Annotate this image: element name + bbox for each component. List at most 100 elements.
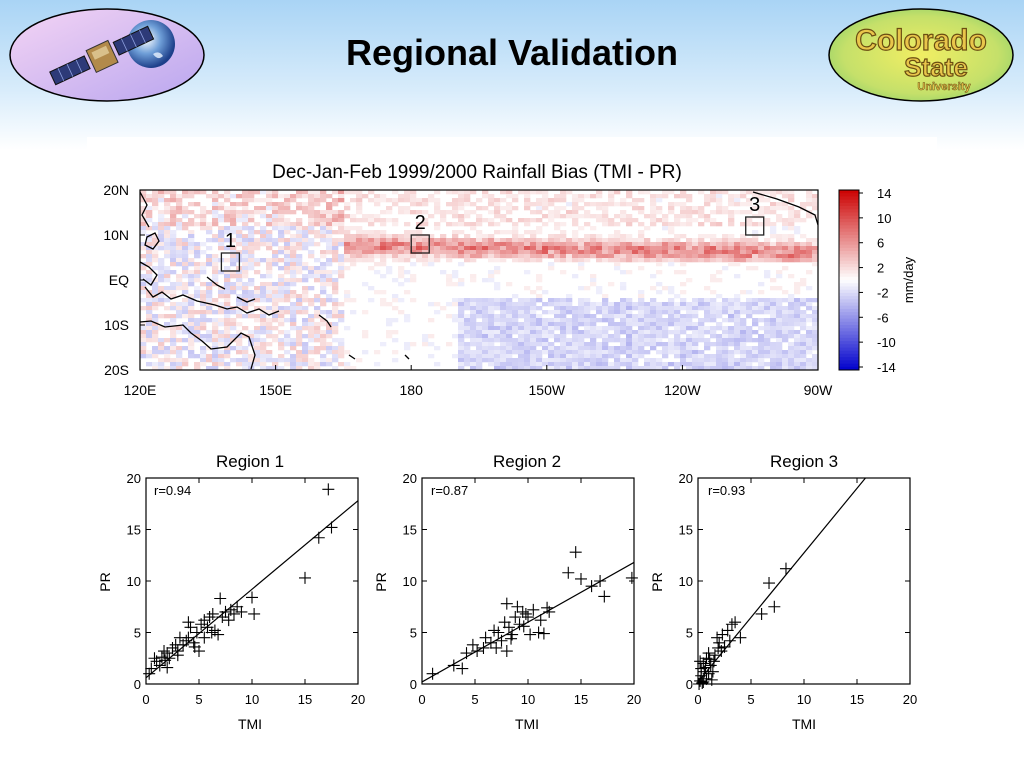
heatmap-cell bbox=[584, 246, 591, 251]
heatmap-cell bbox=[158, 366, 165, 371]
heatmap-cell bbox=[224, 310, 231, 315]
heatmap-cell bbox=[662, 238, 669, 243]
heatmap-cell bbox=[752, 358, 759, 363]
x-tick-label: 0 bbox=[694, 692, 701, 707]
heatmap-cell bbox=[800, 282, 807, 287]
heatmap-cell bbox=[356, 258, 363, 263]
heatmap-cell bbox=[776, 234, 783, 239]
heatmap-cell bbox=[722, 366, 729, 371]
heatmap-cell bbox=[812, 250, 819, 255]
heatmap-cell bbox=[212, 326, 219, 331]
heatmap-cell bbox=[230, 274, 237, 279]
x-tick-label: 5 bbox=[195, 692, 202, 707]
heatmap-cell bbox=[296, 206, 303, 211]
heatmap-cell bbox=[194, 266, 201, 271]
heatmap-cell bbox=[236, 330, 243, 335]
heatmap-cell bbox=[152, 330, 159, 335]
heatmap-cell bbox=[650, 334, 657, 339]
heatmap-cell bbox=[482, 238, 489, 243]
heatmap-cell bbox=[710, 222, 717, 227]
colorbar-step bbox=[839, 206, 859, 210]
heatmap-cell bbox=[494, 354, 501, 359]
heatmap-cell bbox=[776, 358, 783, 363]
heatmap-cell bbox=[668, 310, 675, 315]
heatmap-cell bbox=[800, 302, 807, 307]
heatmap-cell bbox=[542, 222, 549, 227]
heatmap-cell bbox=[458, 358, 465, 363]
scatter-annotation: r=0.87 bbox=[431, 483, 468, 498]
heatmap-cell bbox=[140, 330, 147, 335]
heatmap-cell bbox=[146, 298, 153, 303]
heatmap-cell bbox=[476, 354, 483, 359]
heatmap-cell bbox=[770, 326, 777, 331]
heatmap-cell bbox=[740, 202, 747, 207]
heatmap-cell bbox=[422, 338, 429, 343]
heatmap-cell bbox=[776, 254, 783, 259]
heatmap-cell bbox=[422, 258, 429, 263]
heatmap-cell bbox=[578, 334, 585, 339]
scatter-point bbox=[703, 653, 716, 666]
heatmap-cell bbox=[488, 218, 495, 223]
heatmap-cell bbox=[710, 362, 717, 367]
heatmap-cell bbox=[746, 238, 753, 243]
heatmap-cell bbox=[584, 242, 591, 247]
heatmap-cell bbox=[560, 342, 567, 347]
heatmap-cell bbox=[746, 302, 753, 307]
heatmap-cell bbox=[638, 298, 645, 303]
heatmap-cell bbox=[488, 298, 495, 303]
heatmap-cell bbox=[230, 218, 237, 223]
heatmap-cell bbox=[302, 278, 309, 283]
heatmap-cell bbox=[734, 238, 741, 243]
heatmap-cell bbox=[230, 226, 237, 231]
heatmap-cell bbox=[158, 326, 165, 331]
heatmap-cell bbox=[350, 298, 357, 303]
heatmap-cell bbox=[680, 234, 687, 239]
heatmap-cell bbox=[188, 346, 195, 351]
heatmap-cell bbox=[764, 338, 771, 343]
heatmap-cell bbox=[770, 190, 777, 195]
heatmap-cell bbox=[338, 318, 345, 323]
heatmap-cell bbox=[782, 334, 789, 339]
scatter-point bbox=[694, 655, 707, 668]
x-tick-label: 5 bbox=[747, 692, 754, 707]
heatmap-cell bbox=[218, 226, 225, 231]
heatmap-cell bbox=[302, 354, 309, 359]
heatmap-cell bbox=[764, 298, 771, 303]
heatmap-cell bbox=[680, 302, 687, 307]
heatmap-cell bbox=[548, 358, 555, 363]
heatmap-cell bbox=[788, 194, 795, 199]
heatmap-cell bbox=[266, 322, 273, 327]
colorbar-step bbox=[839, 321, 859, 326]
scatter-point bbox=[171, 649, 184, 662]
heatmap-cell bbox=[242, 346, 249, 351]
heatmap-cell bbox=[230, 358, 237, 363]
heatmap-cell bbox=[194, 274, 201, 279]
heatmap-cell bbox=[392, 242, 399, 247]
heatmap-cell bbox=[230, 334, 237, 339]
heatmap-cell bbox=[158, 246, 165, 251]
heatmap-cell bbox=[398, 266, 405, 271]
heatmap-cell bbox=[350, 310, 357, 315]
heatmap-cell bbox=[710, 210, 717, 215]
heatmap-cell bbox=[788, 222, 795, 227]
heatmap-cell bbox=[494, 202, 501, 207]
heatmap-cell bbox=[572, 202, 579, 207]
heatmap-cell bbox=[734, 338, 741, 343]
heatmap-cell bbox=[152, 286, 159, 291]
heatmap-cell bbox=[668, 238, 675, 243]
heatmap-cell bbox=[452, 242, 459, 247]
heatmap-cell bbox=[536, 278, 543, 283]
heatmap-cell bbox=[224, 290, 231, 295]
heatmap-cell bbox=[224, 318, 231, 323]
heatmap-cell bbox=[374, 218, 381, 223]
heatmap-cell bbox=[806, 198, 813, 203]
heatmap-cell bbox=[146, 294, 153, 299]
heatmap-cell bbox=[302, 206, 309, 211]
heatmap-cell bbox=[440, 238, 447, 243]
heatmap-x-tick-label: 180 bbox=[400, 382, 424, 398]
heatmap-cell bbox=[230, 214, 237, 219]
heatmap-cell bbox=[710, 274, 717, 279]
heatmap-cell bbox=[614, 358, 621, 363]
heatmap-cell bbox=[596, 330, 603, 335]
heatmap-cell bbox=[620, 322, 627, 327]
